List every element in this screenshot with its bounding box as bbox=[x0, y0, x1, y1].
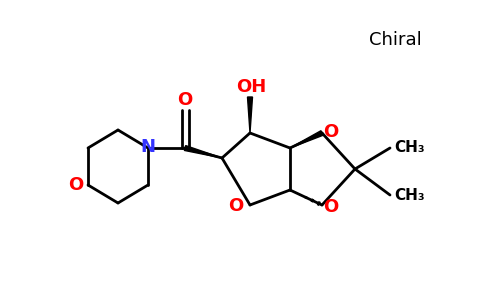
Text: O: O bbox=[68, 176, 84, 194]
Text: O: O bbox=[323, 123, 339, 141]
Text: N: N bbox=[140, 138, 155, 156]
Text: CH₃: CH₃ bbox=[394, 140, 424, 155]
Polygon shape bbox=[247, 97, 253, 133]
Text: O: O bbox=[323, 198, 339, 216]
Text: O: O bbox=[228, 197, 243, 215]
Text: CH₃: CH₃ bbox=[394, 188, 424, 202]
Polygon shape bbox=[290, 131, 323, 148]
Text: O: O bbox=[177, 91, 193, 109]
Polygon shape bbox=[184, 146, 222, 158]
Text: OH: OH bbox=[236, 78, 266, 96]
Text: Chiral: Chiral bbox=[369, 31, 422, 49]
